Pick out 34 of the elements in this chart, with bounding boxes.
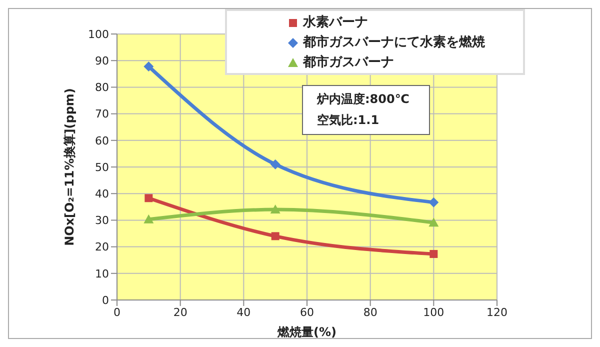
y-tick-label: 50 [95, 160, 109, 174]
y-tick-label: 10 [95, 267, 109, 280]
annotation: 炉内温度:800℃ [317, 91, 410, 108]
x-tick-label: 100 [423, 306, 444, 319]
point [428, 197, 439, 208]
y-axis-title: NOx[O₂=11%換算](ppm) [62, 88, 76, 246]
x-tick-label: 60 [300, 306, 314, 319]
annotation: 空気比:1.1 [317, 112, 380, 129]
point [428, 218, 439, 227]
point [144, 194, 153, 202]
y-tick-label: 0 [102, 294, 109, 307]
x-axis-title: 燃焼量(%) [276, 325, 336, 339]
point [430, 250, 438, 258]
y-tick-label: 70 [95, 108, 109, 121]
x-tick-label: 0 [114, 306, 120, 319]
point [270, 159, 280, 170]
x-tick-label: 40 [236, 306, 251, 319]
y-tick-label: 60 [95, 134, 109, 148]
y-tick-label: 30 [95, 214, 109, 228]
point [271, 232, 280, 240]
point [144, 61, 154, 72]
y-tick-label: 100 [88, 28, 109, 41]
y-tick-label: 20 [95, 240, 109, 254]
legend-label: 都市ガスバーナ [303, 54, 394, 72]
x-tick-label: 80 [363, 306, 378, 319]
x-tick-label: 20 [173, 306, 188, 319]
y-tick-label: 90 [95, 54, 109, 68]
point [144, 214, 154, 224]
legend-label: 水素バーナ [303, 14, 368, 32]
y-tick-label: 80 [95, 81, 109, 94]
point [270, 204, 280, 214]
y-tick-label: 40 [95, 188, 109, 201]
legend-label: 都市ガスバーナにて水素を燃焼 [303, 34, 485, 52]
x-tick-label: 120 [486, 306, 508, 319]
